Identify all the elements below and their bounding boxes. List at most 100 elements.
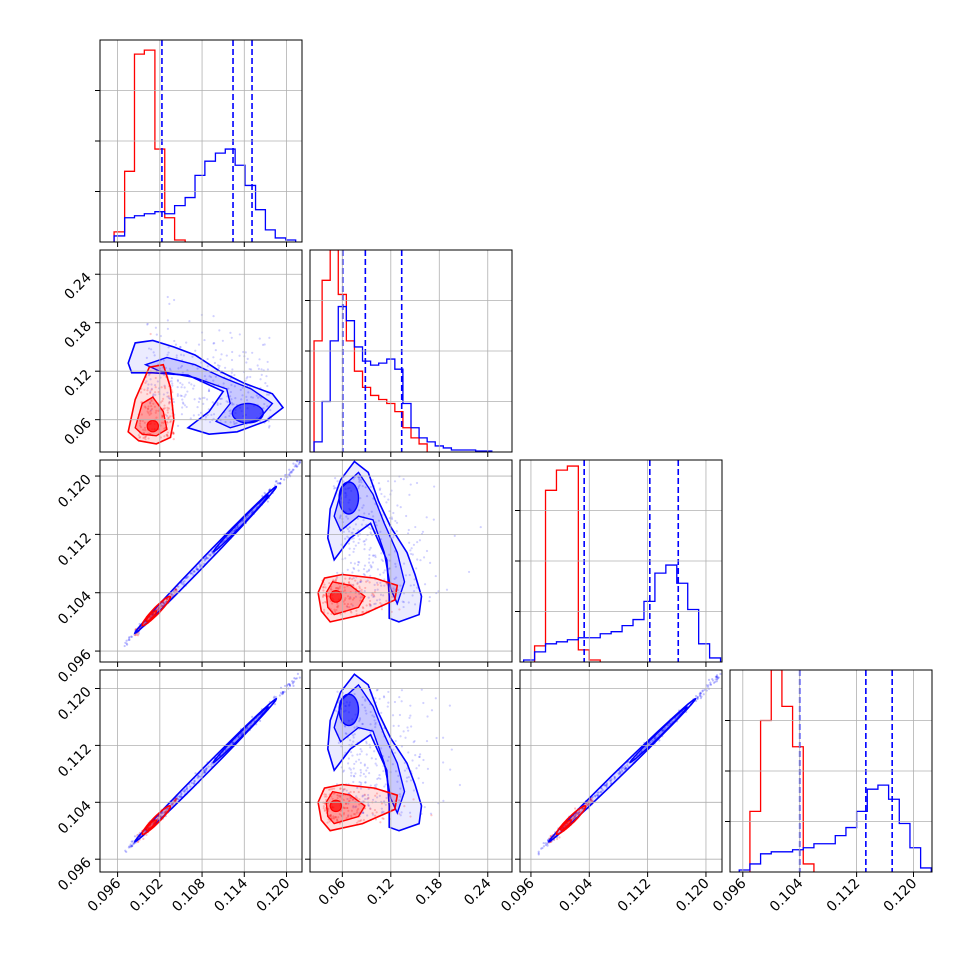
sample-point (369, 564, 372, 567)
sample-point (196, 568, 200, 571)
sample-point (371, 798, 375, 801)
sample-point (322, 601, 325, 604)
sample-point (133, 633, 136, 636)
sample-point (281, 690, 284, 694)
sample-point (331, 797, 334, 800)
sample-point (358, 587, 361, 590)
sample-point (358, 480, 361, 483)
sample-point (368, 602, 371, 606)
sample-point (182, 790, 185, 793)
sample-point (157, 409, 160, 412)
sample-point (696, 695, 700, 698)
sample-point (373, 750, 376, 753)
sample-point (339, 787, 342, 790)
sample-point (143, 421, 146, 424)
sample-point (441, 736, 445, 739)
sample-point (402, 730, 405, 733)
sample-point (321, 595, 325, 598)
sample-point (134, 633, 137, 636)
sample-point (170, 802, 173, 806)
sample-point (407, 729, 410, 732)
sample-point (368, 526, 371, 529)
sample-point (373, 595, 376, 598)
sample-point (337, 587, 340, 591)
sample-point (172, 432, 175, 435)
sample-point (716, 678, 719, 681)
sample-point (358, 476, 361, 480)
sample-point (336, 602, 339, 605)
sample-point (212, 315, 215, 318)
sample-point (399, 795, 402, 798)
sample-point (175, 797, 178, 800)
sample-point (205, 767, 208, 770)
sample-point (356, 786, 359, 790)
sample-point (349, 596, 352, 599)
sample-point (358, 717, 362, 720)
sample-point (363, 512, 366, 515)
sample-point (336, 606, 339, 609)
sample-point (346, 605, 349, 609)
sample-point (217, 366, 220, 370)
sample-point (352, 767, 355, 770)
sample-point (204, 558, 207, 561)
sample-point (365, 712, 368, 715)
sample-point (413, 739, 416, 743)
sample-point (202, 771, 205, 775)
sample-point (595, 793, 599, 797)
sample-point (203, 771, 207, 774)
sample-point (139, 435, 142, 439)
sample-point (603, 784, 607, 787)
sample-point (176, 590, 179, 593)
y-tick-label: 0.06 (61, 415, 94, 448)
y-tick-label: 0.096 (55, 855, 95, 895)
sample-point (204, 415, 208, 418)
sample-point (412, 741, 415, 744)
sample-point (414, 754, 417, 757)
sample-point (415, 481, 419, 485)
sample-point (332, 792, 335, 795)
sample-point (359, 774, 362, 777)
sample-point (377, 776, 380, 780)
sample-point (176, 378, 179, 382)
sample-point (281, 692, 285, 695)
sample-point (395, 521, 399, 524)
sample-point (358, 585, 361, 588)
sample-point (138, 436, 141, 439)
sample-point (387, 498, 390, 501)
contour-red (317, 573, 399, 623)
sample-point (131, 844, 134, 847)
sample-point (153, 384, 157, 387)
sample-point (591, 795, 594, 799)
sample-point (375, 811, 378, 814)
sample-point (352, 566, 355, 570)
sample-point (402, 562, 406, 565)
sample-point (275, 479, 278, 483)
sample-point (237, 736, 240, 739)
sample-point (403, 761, 406, 765)
sample-point (240, 398, 243, 401)
sample-point (212, 762, 215, 765)
sample-point (345, 732, 348, 735)
sample-point (224, 416, 227, 419)
sample-point (346, 528, 350, 531)
sample-point (291, 468, 294, 471)
sample-point (392, 587, 395, 590)
sample-point (382, 594, 385, 597)
sample-point (404, 574, 408, 577)
sample-point (384, 803, 387, 806)
sample-point (180, 413, 184, 416)
sample-point (136, 840, 139, 844)
sample-point (230, 371, 233, 374)
sample-point (298, 461, 302, 464)
sample-point (323, 809, 326, 812)
sample-point (208, 421, 212, 424)
sample-point (136, 634, 140, 637)
sample-point (196, 567, 199, 571)
sample-point (405, 776, 409, 779)
sample-point (266, 368, 270, 371)
sample-point (132, 842, 136, 845)
sample-point (392, 724, 395, 727)
sample-point (353, 562, 356, 565)
sample-point (382, 695, 386, 698)
sample-point (662, 728, 665, 732)
